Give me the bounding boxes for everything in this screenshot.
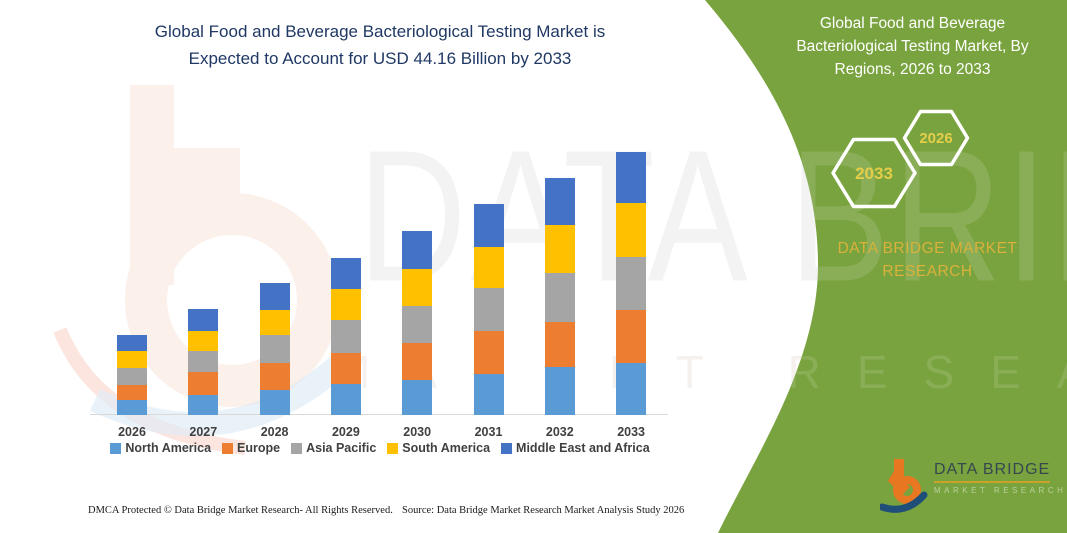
- legend-item-asia-pacific: Asia Pacific: [291, 441, 376, 455]
- x-axis-label-2029: 2029: [331, 425, 360, 439]
- bar-segment-2028-europe: [259, 362, 290, 390]
- bar-segment-2029-asia-pacific: [330, 319, 361, 354]
- dbmr-logo: DATA BRIDGE MARKET RESEARCH: [880, 455, 1067, 517]
- bar-segment-2026-asia-pacific: [117, 367, 147, 385]
- dbmr-logo-name: DATA BRIDGE: [934, 461, 1050, 483]
- footer-source-text: Source: Data Bridge Market Research Mark…: [402, 505, 685, 516]
- bar-2033: [616, 152, 647, 415]
- badge-year-2026: 2026: [919, 130, 952, 147]
- bar-segment-2026-north-america: [117, 400, 147, 415]
- legend-label: Middle East and Africa: [516, 441, 650, 455]
- bar-segment-2028-north-america: [259, 390, 290, 415]
- legend-item-middle-east-and-africa: Middle East and Africa: [501, 441, 650, 455]
- side-panel-title-line-1: Global Food and Beverage: [819, 15, 1006, 32]
- bar-segment-2031-middle-east-and-africa: [473, 203, 504, 248]
- chart-legend: North America Europe Asia Pacific South Ame…: [80, 441, 680, 455]
- legend-swatch-icon: [291, 442, 303, 454]
- legend-item-europe: Europe: [222, 441, 280, 455]
- hexagon-badge-2026: [902, 109, 970, 167]
- bar-segment-2027-europe: [188, 371, 219, 395]
- dbmr-logo-mark: [880, 459, 928, 513]
- bar-2032: [544, 177, 575, 415]
- x-axis-label-2030: 2030: [403, 425, 432, 439]
- legend-label: South America: [402, 441, 491, 455]
- bar-segment-2026-middle-east-and-africa: [117, 335, 147, 352]
- x-axis-label-2032: 2032: [545, 425, 574, 439]
- bar-segment-2032-north-america: [544, 367, 575, 415]
- bar-segment-2032-asia-pacific: [544, 272, 575, 322]
- bar-segment-2032-south-america: [544, 224, 575, 273]
- bar-segment-2029-north-america: [330, 383, 361, 415]
- legend-item-south-america: South America: [387, 441, 490, 455]
- legend-swatch-icon: [501, 442, 513, 454]
- legend-item-north-america: North America: [110, 441, 211, 455]
- x-axis-label-2031: 2031: [474, 425, 503, 439]
- legend-label: North America: [125, 441, 212, 455]
- bar-2029: [330, 257, 361, 415]
- bar-2026: [117, 335, 147, 415]
- bar-segment-2029-south-america: [330, 289, 361, 320]
- side-panel-title-line-2: Bacteriological Testing Market, By: [796, 38, 1029, 55]
- x-axis-label-2027: 2027: [189, 425, 218, 439]
- page-title-line-1: Global Food and Beverage Bacteriological…: [154, 22, 606, 41]
- legend-swatch-icon: [222, 442, 234, 454]
- bar-segment-2033-asia-pacific: [616, 256, 647, 311]
- bar-segment-2027-asia-pacific: [188, 351, 219, 372]
- bar-segment-2029-europe: [330, 353, 361, 384]
- bar-segment-2031-asia-pacific: [473, 288, 504, 331]
- legend-swatch-icon: [110, 442, 122, 454]
- side-panel: DATA BRIDGE MARKET RESEARCH Global Food …: [690, 0, 1067, 533]
- side-panel-title-line-3: Regions, 2026 to 2033: [834, 61, 991, 78]
- side-panel-title: Global Food and Beverage Bacteriological…: [775, 12, 1050, 81]
- page-title: Global Food and Beverage Bacteriological…: [110, 18, 650, 72]
- bar-2028: [259, 283, 290, 415]
- bar-segment-2031-south-america: [473, 247, 504, 289]
- dbmr-logo-subtitle: MARKET RESEARCH: [934, 486, 1067, 495]
- bar-segment-2033-europe: [616, 310, 647, 364]
- bar-segment-2033-north-america: [616, 363, 647, 415]
- bar-segment-2027-middle-east-and-africa: [188, 309, 219, 331]
- bar-segment-2026-europe: [117, 384, 147, 401]
- legend-label: Europe: [237, 441, 281, 455]
- bar-segment-2028-south-america: [259, 310, 290, 336]
- legend-label: Asia Pacific: [306, 441, 377, 455]
- panel-brand-line-1: DATA BRIDGE MARKET: [837, 240, 1018, 257]
- bar-segment-2028-asia-pacific: [259, 335, 290, 363]
- side-panel-background-shape: [705, 0, 1067, 533]
- bar-segment-2031-europe: [473, 330, 504, 374]
- panel-brand-text: DATA BRIDGE MARKET RESEARCH: [800, 237, 1055, 283]
- badge-year-2033: 2033: [855, 164, 893, 183]
- bar-segment-2030-europe: [402, 343, 433, 380]
- bar-2027: [188, 309, 219, 415]
- bar-segment-2030-south-america: [402, 268, 433, 306]
- panel-brand-line-2: RESEARCH: [882, 263, 973, 280]
- bar-segment-2031-north-america: [473, 373, 504, 415]
- footer-dmca-text: DMCA Protected © Data Bridge Market Rese…: [88, 505, 393, 516]
- bar-segment-2032-europe: [544, 321, 575, 368]
- year-badges: 2033 2026: [831, 109, 970, 209]
- bar-2031: [473, 203, 504, 415]
- x-axis-line: [90, 414, 668, 415]
- bar-segment-2028-middle-east-and-africa: [259, 283, 290, 311]
- bar-segment-2030-north-america: [402, 379, 433, 415]
- bar-2030: [402, 231, 433, 415]
- legend-swatch-icon: [387, 442, 399, 454]
- bar-segment-2030-asia-pacific: [402, 305, 433, 344]
- dbmr-logo-text: DATA BRIDGE MARKET RESEARCH: [934, 461, 1067, 495]
- x-axis-label-2028: 2028: [260, 425, 289, 439]
- bar-segment-2033-middle-east-and-africa: [616, 152, 647, 204]
- x-axis-label-2026: 2026: [118, 425, 146, 439]
- x-axis-label-2033: 2033: [617, 425, 645, 439]
- hexagon-badge-2033: [831, 137, 917, 209]
- bar-segment-2029-middle-east-and-africa: [330, 257, 361, 290]
- bar-segment-2030-middle-east-and-africa: [402, 231, 433, 269]
- bar-segment-2027-south-america: [188, 330, 219, 352]
- bar-segment-2027-north-america: [188, 394, 219, 415]
- bar-segment-2032-middle-east-and-africa: [544, 177, 575, 225]
- bar-segment-2026-south-america: [117, 351, 147, 368]
- bar-segment-2033-south-america: [616, 203, 647, 257]
- page-title-line-2: Expected to Account for USD 44.16 Billio…: [188, 49, 572, 68]
